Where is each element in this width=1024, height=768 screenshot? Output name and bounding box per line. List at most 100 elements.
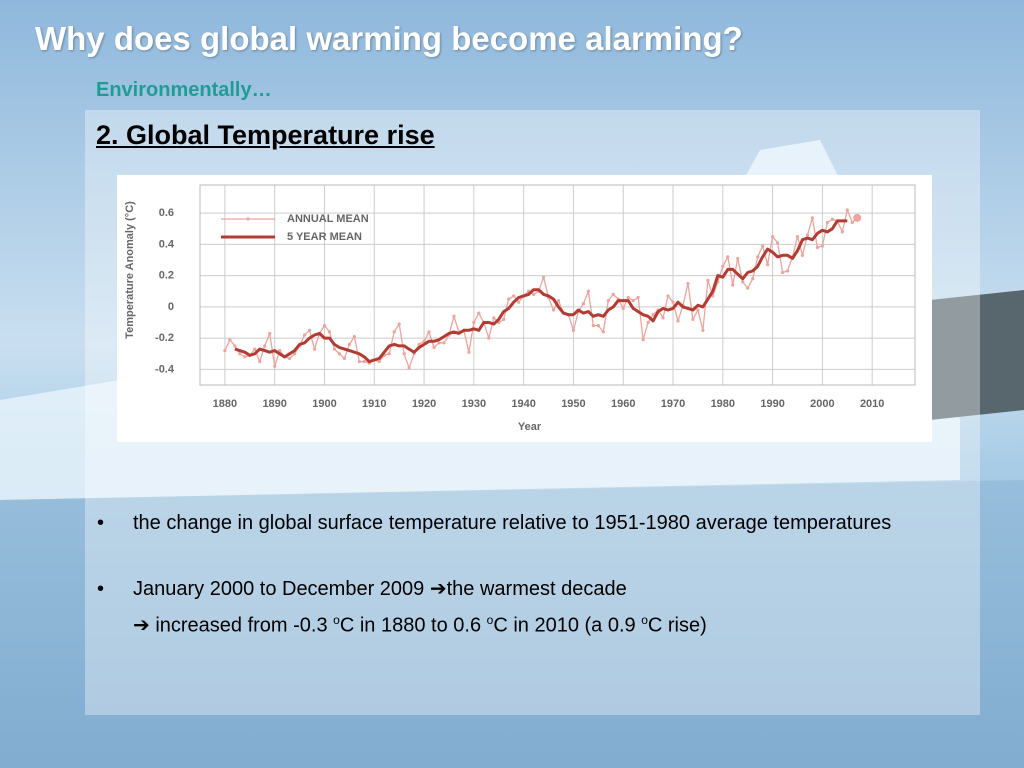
y-tick-label: 0	[168, 301, 174, 313]
point	[606, 299, 610, 303]
point	[845, 208, 849, 212]
text: January 2000 to December 2009	[133, 578, 430, 600]
superscript: o	[641, 613, 648, 627]
point	[263, 344, 267, 348]
point	[780, 270, 785, 275]
point	[626, 295, 630, 300]
point	[238, 352, 242, 356]
point	[746, 286, 750, 290]
legend-label: 5 YEAR MEAN	[287, 231, 362, 243]
point	[302, 333, 307, 337]
x-tick-label: 1970	[661, 398, 685, 410]
x-tick-label: 1960	[611, 398, 635, 410]
point	[477, 311, 481, 315]
x-tick-label: 1880	[213, 398, 237, 410]
point	[492, 316, 496, 320]
point	[761, 244, 765, 248]
point	[512, 294, 516, 298]
point	[736, 256, 740, 261]
point	[830, 217, 834, 221]
point	[586, 289, 590, 293]
point	[666, 294, 670, 298]
x-tick-label: 2010	[860, 398, 884, 410]
text: C in 1880 to 0.6	[339, 614, 487, 637]
point	[258, 359, 262, 364]
point	[596, 324, 600, 328]
point	[312, 347, 317, 351]
point	[517, 300, 521, 304]
point	[467, 350, 471, 354]
point	[795, 234, 800, 239]
point	[223, 349, 227, 353]
point	[452, 314, 456, 318]
point	[800, 253, 805, 257]
point	[352, 334, 356, 339]
x-tick-label: 2000	[810, 398, 834, 410]
point	[556, 299, 561, 303]
point	[332, 347, 337, 351]
plot-frame	[199, 184, 916, 386]
x-tick-label: 1900	[312, 398, 336, 410]
text: ➔ increased from -0.3	[133, 614, 334, 637]
point	[402, 352, 406, 356]
y-tick-label: 0.4	[159, 238, 175, 250]
y-tick-label: -0.4	[155, 363, 175, 375]
point	[676, 319, 680, 323]
point	[825, 220, 829, 225]
point	[327, 330, 332, 334]
point	[407, 366, 411, 370]
point	[233, 344, 237, 348]
point	[273, 364, 277, 368]
point	[442, 341, 446, 345]
point	[342, 356, 346, 361]
point	[507, 297, 511, 301]
point	[766, 263, 770, 267]
point	[621, 306, 625, 311]
text: C rise)	[647, 614, 707, 637]
superscript: o	[486, 613, 494, 627]
point	[853, 213, 862, 222]
point	[293, 352, 297, 356]
point	[377, 359, 381, 364]
point	[631, 299, 635, 303]
point	[785, 269, 790, 273]
point	[815, 245, 820, 250]
y-tick-label: 0.6	[159, 207, 174, 219]
x-axis-label: Year	[518, 421, 542, 433]
x-tick-label: 1910	[362, 398, 386, 410]
point	[397, 322, 401, 326]
point	[810, 216, 815, 220]
y-axis-label: Temperature Anomaly (°C)	[124, 201, 136, 339]
point	[770, 234, 775, 239]
point	[641, 338, 645, 342]
x-tick-label: 1950	[561, 398, 585, 410]
point	[840, 230, 844, 234]
point	[422, 339, 426, 343]
point	[581, 302, 585, 306]
x-tick-label: 1920	[412, 398, 436, 410]
point	[437, 341, 441, 345]
arrow: ➔	[429, 578, 447, 600]
point	[701, 328, 705, 332]
point	[288, 356, 292, 361]
point	[775, 241, 780, 245]
point	[751, 277, 755, 281]
point	[487, 336, 491, 340]
point	[243, 355, 247, 359]
point	[362, 359, 366, 364]
line-1	[234, 219, 848, 364]
line-0	[224, 209, 858, 369]
point	[646, 320, 650, 325]
point	[671, 300, 675, 304]
point	[307, 328, 312, 332]
point	[601, 330, 605, 334]
x-tick-label: 1940	[511, 398, 535, 410]
point	[636, 295, 640, 300]
slide-title: Why does global warming become alarming?	[35, 20, 743, 57]
text: C in 2010 (a 0.9	[493, 614, 642, 637]
point	[427, 330, 431, 334]
heading: 2. Global Temperature rise	[96, 120, 435, 150]
x-tick-label: 1890	[262, 398, 286, 410]
point	[278, 349, 282, 353]
